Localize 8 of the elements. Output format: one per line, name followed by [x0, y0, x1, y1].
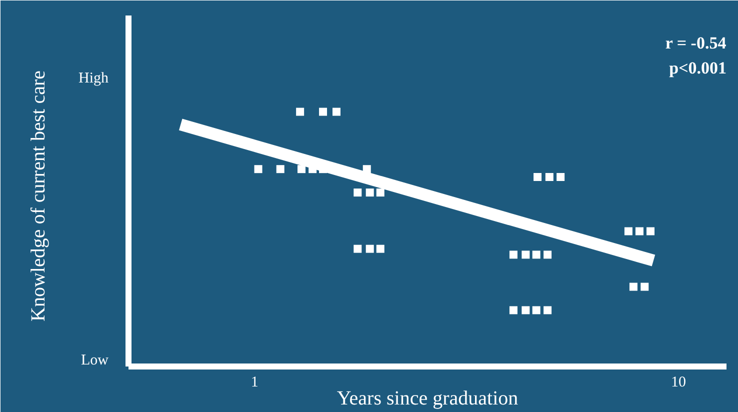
- text: p<0.001: [669, 58, 727, 78]
- x-tick-label: 10: [670, 374, 686, 390]
- text: Low: [81, 352, 109, 369]
- text: High: [78, 70, 109, 87]
- text: r = -0.54: [665, 34, 727, 52]
- y-axis-title: Knowledge of current best care: [28, 70, 50, 322]
- x-axis-title: Years since graduation: [336, 388, 518, 410]
- x-tick-label: 1: [250, 374, 258, 390]
